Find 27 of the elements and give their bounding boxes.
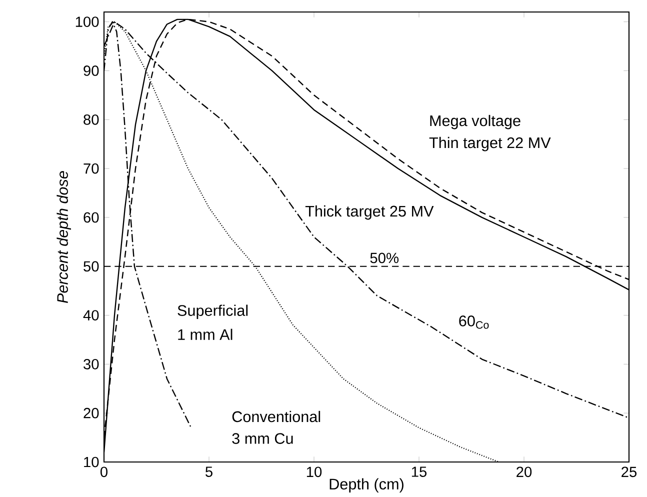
y-axis-title: Percent depth dose [56, 171, 71, 304]
y-tick-label: 70 [84, 163, 99, 174]
x-tick-label: 10 [306, 466, 322, 478]
y-tick-label: 60 [84, 212, 99, 223]
x-tick-label: 25 [622, 466, 637, 478]
annotation: 1 mm Al [178, 328, 232, 340]
y-tick-label: 10 [84, 456, 99, 468]
ref-line-label: 50% [370, 252, 399, 264]
x-tick-label: 0 [100, 466, 108, 478]
y-tick-label: 30 [84, 359, 99, 370]
y-tick-label: 90 [84, 66, 99, 76]
annotation: Conventional [232, 410, 320, 422]
x-tick-label: 5 [206, 466, 212, 477]
y-tick-label: 20 [84, 408, 99, 418]
y-tick-label: 80 [84, 114, 99, 125]
x-tick-label: 20 [516, 466, 532, 478]
x-tick-label: 15 [412, 466, 427, 477]
annotation: 60$_{Co}$ [459, 316, 489, 329]
y-tick-label: 40 [83, 310, 99, 320]
y-tick-label: 100 [76, 16, 99, 27]
annotation: Mega voltage [430, 114, 520, 130]
y-tick-label: 50 [84, 261, 99, 272]
x-axis-title: Depth (cm) [330, 478, 404, 493]
annotation: Superficial [178, 304, 248, 319]
annotation: Thick target 25 MV [305, 205, 434, 220]
annotation: Thin target 22 MV [429, 136, 551, 152]
annotation: 3 mm Cu [232, 433, 293, 444]
